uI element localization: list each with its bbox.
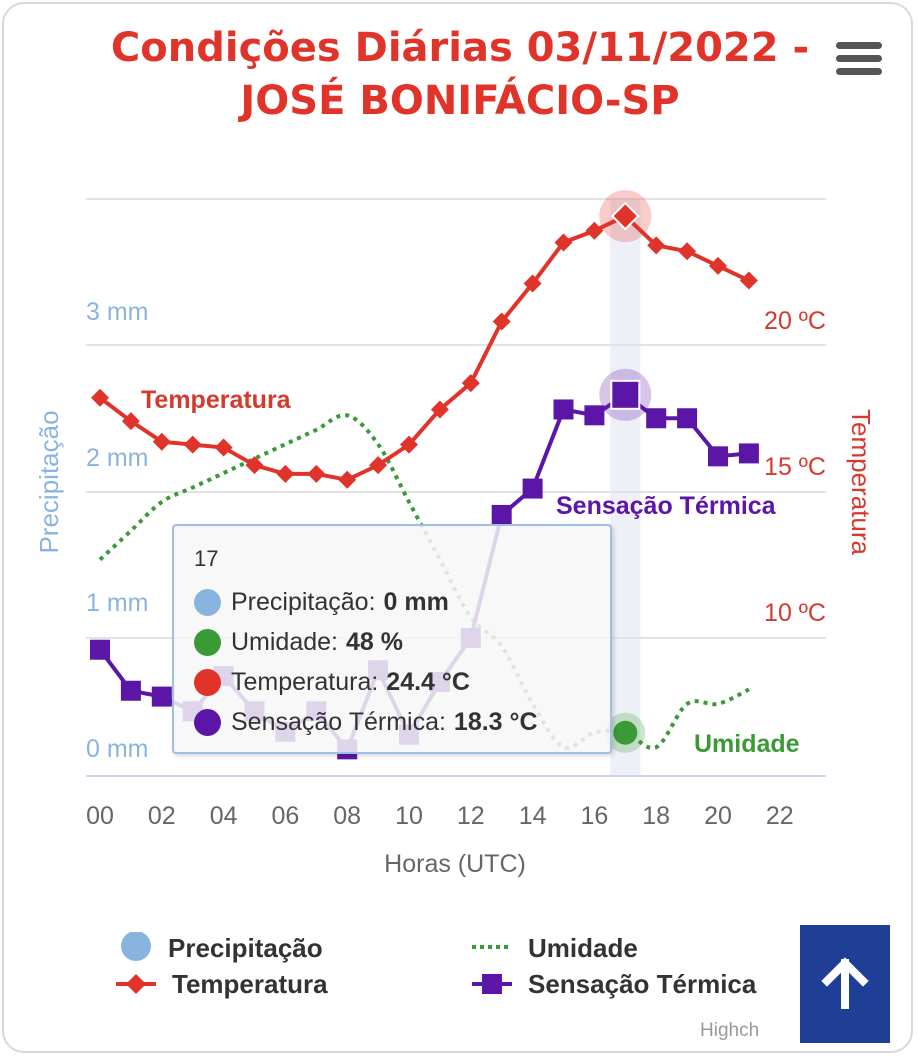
- title-line-2: JOSÉ BONIFÁCIO-SP: [240, 78, 680, 124]
- x-axis-tick-label: 00: [86, 802, 114, 830]
- left-axis-tick-label: 1 mm: [86, 589, 149, 617]
- x-axis-tick-label: 18: [642, 802, 670, 830]
- temperatura-point: [183, 435, 202, 454]
- temperatura-point: [709, 256, 727, 275]
- tooltip-row-temperatura: Temperatura: 24.4 °C: [194, 668, 470, 697]
- right-axis-tick-label: 20 ºC: [764, 307, 826, 335]
- left-axis-tick-label: 3 mm: [86, 298, 149, 326]
- series-label-umidade: Umidade: [694, 730, 800, 758]
- tooltip-header: 17: [194, 546, 219, 571]
- x-axis-tick-label: 06: [271, 802, 299, 830]
- legend-item-precipitacao[interactable]: Precipitação: [118, 932, 323, 964]
- temperatura-point: [647, 236, 666, 255]
- x-axis-tick-label: 12: [457, 802, 485, 830]
- x-axis-tick-label: 16: [580, 802, 608, 830]
- credits-link[interactable]: Highch: [700, 1020, 760, 1041]
- back-to-top-button[interactable]: [800, 925, 890, 1043]
- chart-title: Condições Diárias 03/11/2022 - JOSÉ BONI…: [60, 22, 860, 128]
- hamburger-icon[interactable]: [836, 42, 882, 78]
- tooltip-row-precipitacao: Precipitação: 0 mm: [194, 588, 449, 617]
- sensacao-point: [738, 443, 759, 464]
- x-axis-tick-label: 20: [704, 802, 732, 830]
- temperatura-point: [152, 432, 171, 451]
- temperatura-point: [338, 470, 357, 489]
- temperatura-point: [369, 456, 388, 475]
- left-axis-tick-label: 2 mm: [86, 444, 149, 472]
- temperatura-point: [276, 464, 295, 483]
- sensacao-point: [646, 408, 667, 429]
- sensacao-point: [677, 408, 698, 429]
- temperatura-point: [214, 438, 233, 457]
- temperatura-point: [678, 242, 697, 261]
- crosshair-band: [610, 199, 641, 776]
- series-label-sensacao: Sensação Térmica: [556, 492, 777, 520]
- sensacao-point: [610, 379, 641, 410]
- x-axis-tick-label: 04: [210, 802, 238, 830]
- sensacao-point: [584, 405, 605, 426]
- sensacao-point: [90, 639, 110, 660]
- x-axis-tick-label: 08: [333, 802, 361, 830]
- x-axis-tick-label: 14: [519, 802, 547, 830]
- temperatura-point: [523, 274, 542, 293]
- temperatura-point: [121, 412, 140, 431]
- temperatura-point: [739, 271, 758, 290]
- x-axis-tick-label: 10: [395, 802, 423, 830]
- right-axis-tick-label: 15 ºC: [764, 453, 826, 481]
- sensacao-point: [522, 478, 543, 499]
- sensacao-point: [151, 686, 172, 707]
- sensacao-point: [708, 446, 728, 467]
- tooltip: 17 Precipitação: 0 mm Umidade: 48 % Temper…: [172, 524, 612, 754]
- right-axis-title: Temperatura: [846, 409, 876, 555]
- temperatura-point: [554, 233, 573, 252]
- legend-item-umidade[interactable]: Umidade: [472, 932, 638, 963]
- x-axis-tick-label: 02: [148, 802, 176, 830]
- left-axis-tick-label: 0 mm: [86, 735, 149, 763]
- temperatura-point: [461, 374, 480, 393]
- temperatura-point: [400, 435, 418, 454]
- sensacao-point: [120, 680, 141, 701]
- series-label-temperatura: Temperatura: [141, 386, 292, 414]
- temperatura-point: [307, 464, 326, 483]
- temperatura-point: [585, 221, 604, 240]
- temperatura-point: [492, 312, 511, 331]
- legend-item-temperatura[interactable]: Temperatura: [114, 968, 328, 1000]
- temperatura-point: [245, 456, 264, 475]
- sensacao-point: [491, 504, 512, 525]
- right-axis-tick-label: 10 ºC: [764, 599, 826, 627]
- sensacao-point: [553, 399, 574, 420]
- tooltip-row-sensacao: Sensação Térmica: 18.3 °C: [194, 708, 538, 737]
- title-line-1: Condições Diárias 03/11/2022 -: [110, 25, 810, 71]
- series-temperatura-line: [98, 213, 750, 482]
- tooltip-row-umidade: Umidade: 48 %: [194, 628, 403, 657]
- legend-item-sensacao[interactable]: Sensação Térmica: [470, 968, 756, 1000]
- temperatura-point: [610, 201, 640, 231]
- x-axis-title: Horas (UTC): [384, 850, 526, 878]
- x-axis-tick-label: 22: [766, 802, 794, 830]
- temperatura-point: [91, 388, 109, 407]
- umidade-point: [613, 720, 638, 745]
- temperatura-point: [430, 400, 449, 419]
- arrow-up-icon: [821, 957, 869, 1009]
- left-axis-title: Precipitação: [34, 410, 64, 553]
